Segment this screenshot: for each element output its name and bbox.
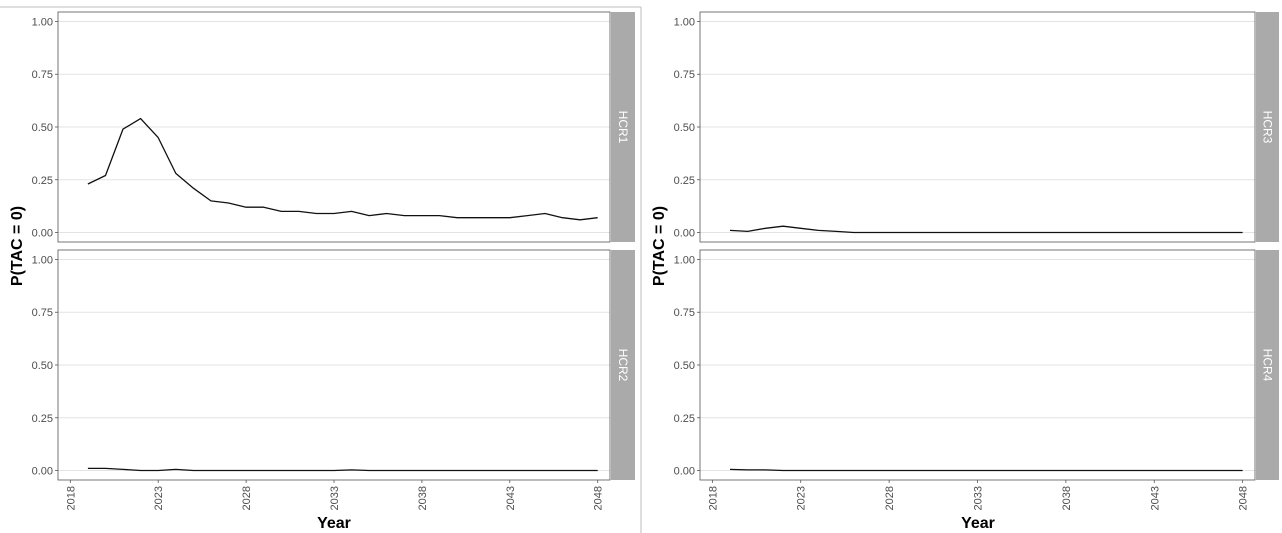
x-tick-label: 2033 (329, 486, 341, 510)
y-tick-label: 1.00 (32, 16, 53, 28)
facet-strip-label: HCR2 (616, 349, 630, 382)
panel-hcr3: 0.00 0.25 0.50 0.75 1.00 HCR3 (674, 11, 1279, 243)
facet-strip (1256, 12, 1279, 242)
chart-panels: 0.00 0.25 0.50 0.75 1.00 HCR1 0.00 0.25 0.50 0.75… (32, 11, 1279, 510)
x-tick-label: 2023 (153, 486, 165, 510)
y-tick-label: 0.00 (674, 466, 695, 478)
x-axis-title: Year (961, 515, 995, 532)
y-tick-label: 1.00 (674, 254, 695, 266)
axis-titles: P(TAC = 0) P(TAC = 0) Year Year (9, 206, 995, 532)
y-tick-label: 0.75 (32, 307, 53, 319)
y-tick-label: 0.25 (674, 175, 695, 187)
x-tick-label: 2043 (505, 486, 517, 510)
panel-border (57, 11, 611, 243)
y-tick-label: 1.00 (674, 16, 695, 28)
facet-strip (611, 12, 635, 242)
y-tick-label: 0.75 (32, 69, 53, 81)
series-line (87, 467, 598, 472)
y-tick-label: 0.50 (32, 360, 53, 372)
y-tick-label: 0.00 (674, 228, 695, 240)
x-tick-label: 2048 (1238, 486, 1250, 510)
x-tick-label: 2018 (65, 486, 77, 510)
y-tick-label: 0.00 (32, 466, 53, 478)
x-tick-label: 2023 (796, 486, 808, 510)
x-tick-label: 2048 (593, 486, 605, 510)
y-tick-label: 0.25 (32, 175, 53, 187)
series-line (87, 117, 598, 221)
facet-strip (611, 250, 635, 480)
y-tick-label: 0.75 (674, 307, 695, 319)
series-line (729, 225, 1243, 234)
y-tick-label: 0.50 (32, 122, 53, 134)
y-tick-label: 0.50 (674, 360, 695, 372)
panel-border (699, 11, 1256, 243)
y-tick-label: 0.75 (674, 69, 695, 81)
panel-hcr4: 0.00 0.25 0.50 0.75 1.00 HCR4 2018 2023 2028 2033… (674, 249, 1279, 510)
panel-hcr1: 0.00 0.25 0.50 0.75 1.00 HCR1 (32, 11, 635, 243)
x-axis-title: Year (317, 515, 351, 532)
panel-hcr2: 0.00 0.25 0.50 0.75 1.00 HCR2 2018 2023 2028 2033… (32, 249, 635, 510)
x-tick-label: 2043 (1149, 486, 1161, 510)
y-tick-label: 0.00 (32, 228, 53, 240)
x-tick-label: 2033 (973, 486, 985, 510)
y-axis-title: P(TAC = 0) (9, 206, 26, 286)
y-tick-label: 0.50 (674, 122, 695, 134)
y-axis-title: P(TAC = 0) (651, 206, 668, 286)
facet-strip-label: HCR1 (616, 111, 630, 144)
facet-strip-label: HCR3 (1261, 111, 1275, 144)
x-tick-label: 2038 (1061, 486, 1073, 510)
x-tick-label: 2028 (241, 486, 253, 510)
y-tick-label: 0.25 (674, 413, 695, 425)
series-line (729, 468, 1243, 472)
x-tick-label: 2028 (884, 486, 896, 510)
facet-strip (1256, 250, 1279, 480)
x-tick-label: 2038 (417, 486, 429, 510)
y-tick-label: 1.00 (32, 254, 53, 266)
x-tick-label: 2018 (707, 486, 719, 510)
facet-strip-label: HCR4 (1261, 349, 1275, 382)
y-tick-label: 0.25 (32, 413, 53, 425)
